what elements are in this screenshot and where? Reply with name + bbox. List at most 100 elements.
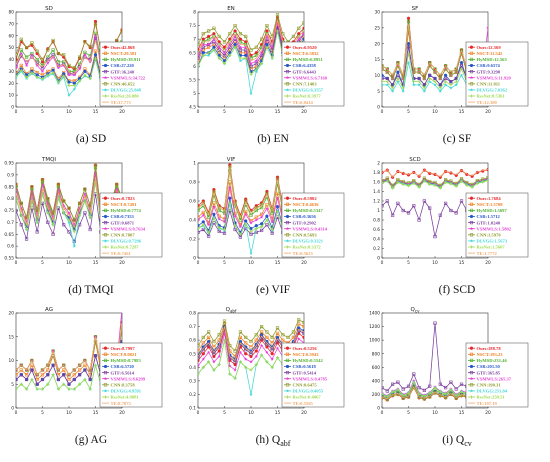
x-tick-label: 10 — [66, 260, 72, 266]
y-tick-label: 1.2 — [373, 199, 380, 205]
legend-label: HyMSD:6.8951 — [293, 57, 324, 62]
series-point — [433, 386, 437, 390]
series-point — [281, 338, 285, 342]
series-point — [67, 218, 71, 222]
series-point — [222, 227, 227, 232]
series-point — [254, 53, 258, 58]
legend-label: CNN:190.31 — [477, 383, 502, 388]
series-point — [238, 56, 242, 60]
series-point — [35, 377, 39, 382]
chart-caption: (h) Qabf — [256, 434, 291, 448]
series-point — [406, 45, 411, 49]
y-tick-label: 10 — [9, 93, 15, 99]
series-point — [206, 34, 211, 39]
series-point — [16, 373, 18, 377]
series-point — [35, 220, 39, 224]
legend-marker — [285, 208, 290, 213]
series-point — [88, 227, 92, 232]
legend-marker — [469, 202, 474, 206]
y-tick-label: 0.8 — [189, 180, 196, 186]
chart-caption: (i) Qcv — [442, 434, 472, 448]
legend-label: DLVGG:6.3557 — [293, 88, 324, 93]
legend-marker — [285, 70, 290, 74]
series-point — [396, 61, 400, 65]
series-line-2 — [198, 323, 304, 357]
series-point — [40, 377, 45, 382]
x-tick-label: 20 — [485, 260, 491, 266]
legend-box — [99, 41, 163, 107]
series-point — [83, 368, 87, 372]
series-point — [238, 48, 243, 52]
y-tick-label: 0.5 — [189, 351, 196, 357]
legend-marker — [285, 233, 290, 237]
legend-marker — [103, 202, 108, 206]
series-point — [412, 380, 416, 385]
legend-label: Ours:6.9520 — [293, 45, 318, 50]
series-point — [259, 45, 264, 49]
legend-label: DLVGG:0.3321 — [293, 239, 324, 244]
series-point — [449, 388, 453, 392]
series-point — [417, 76, 421, 81]
series-point — [24, 237, 29, 241]
series-point — [16, 65, 18, 69]
series-point — [212, 32, 216, 36]
series-point — [78, 382, 82, 386]
series-point — [238, 360, 242, 364]
legend-label: TE:197.19 — [477, 401, 498, 406]
series-point — [244, 40, 248, 44]
series-point — [51, 70, 55, 75]
y-tick-label: 4.5 — [189, 105, 196, 111]
series-point — [244, 352, 248, 356]
series-point — [222, 338, 227, 342]
series-point — [207, 51, 211, 55]
series-point — [93, 363, 98, 367]
series-point — [254, 333, 258, 337]
series-point — [265, 214, 269, 218]
chart-panel-ag: AG 0 5 10 15 20 0 5 10 15 20 Ours:8.7997NSCT:8.0821… — [9, 307, 163, 446]
series-point — [78, 363, 82, 367]
x-tick-label: 20 — [485, 410, 491, 416]
series-point — [30, 41, 34, 45]
series-point — [412, 372, 416, 376]
series-point — [201, 335, 205, 340]
series-point — [46, 220, 50, 224]
y-tick-label: 0.55 — [4, 256, 14, 262]
series-point — [427, 79, 432, 84]
series-point — [56, 80, 60, 84]
series-point — [35, 230, 39, 234]
legend-label: GTF:9.3298 — [477, 69, 501, 74]
series-point — [443, 64, 448, 68]
series-point — [93, 22, 98, 26]
legend-label: DLVGG:1.5673 — [477, 239, 508, 244]
series-point — [244, 219, 248, 223]
series-point — [93, 163, 98, 167]
legend-marker — [285, 239, 290, 243]
legend-label: ResNet:0.3372 — [293, 245, 322, 250]
legend-marker — [469, 352, 474, 356]
series-point — [40, 57, 45, 62]
series-point — [249, 339, 253, 344]
series-point — [114, 187, 119, 191]
series-point — [428, 76, 432, 81]
y-tick-label: 0.6 — [7, 244, 14, 250]
y-tick-label: 30 — [9, 69, 15, 75]
series-point — [449, 80, 453, 84]
series-point — [217, 226, 221, 230]
legend-marker — [103, 383, 108, 387]
series-point — [265, 203, 269, 207]
x-tick-label: 5 — [223, 260, 226, 266]
chart-panel-qabf: Qabf 0.1 0.2 0.3 0.4 0.5 0.6 0.7 0.8 0 5 10 15 20 Ours… — [189, 307, 345, 448]
series-point — [382, 76, 384, 81]
series-point — [40, 373, 45, 377]
series-point — [56, 66, 61, 70]
y-tick-label: 0.8 — [7, 196, 14, 202]
legend-marker — [469, 358, 474, 363]
series-point — [46, 61, 50, 65]
legend-marker — [103, 57, 108, 61]
series-point — [212, 216, 216, 220]
series-point — [297, 32, 301, 36]
chart-caption: (f) SCD — [439, 284, 476, 296]
legend-marker — [103, 214, 108, 219]
legend-marker — [285, 63, 290, 68]
series-point — [243, 212, 248, 216]
